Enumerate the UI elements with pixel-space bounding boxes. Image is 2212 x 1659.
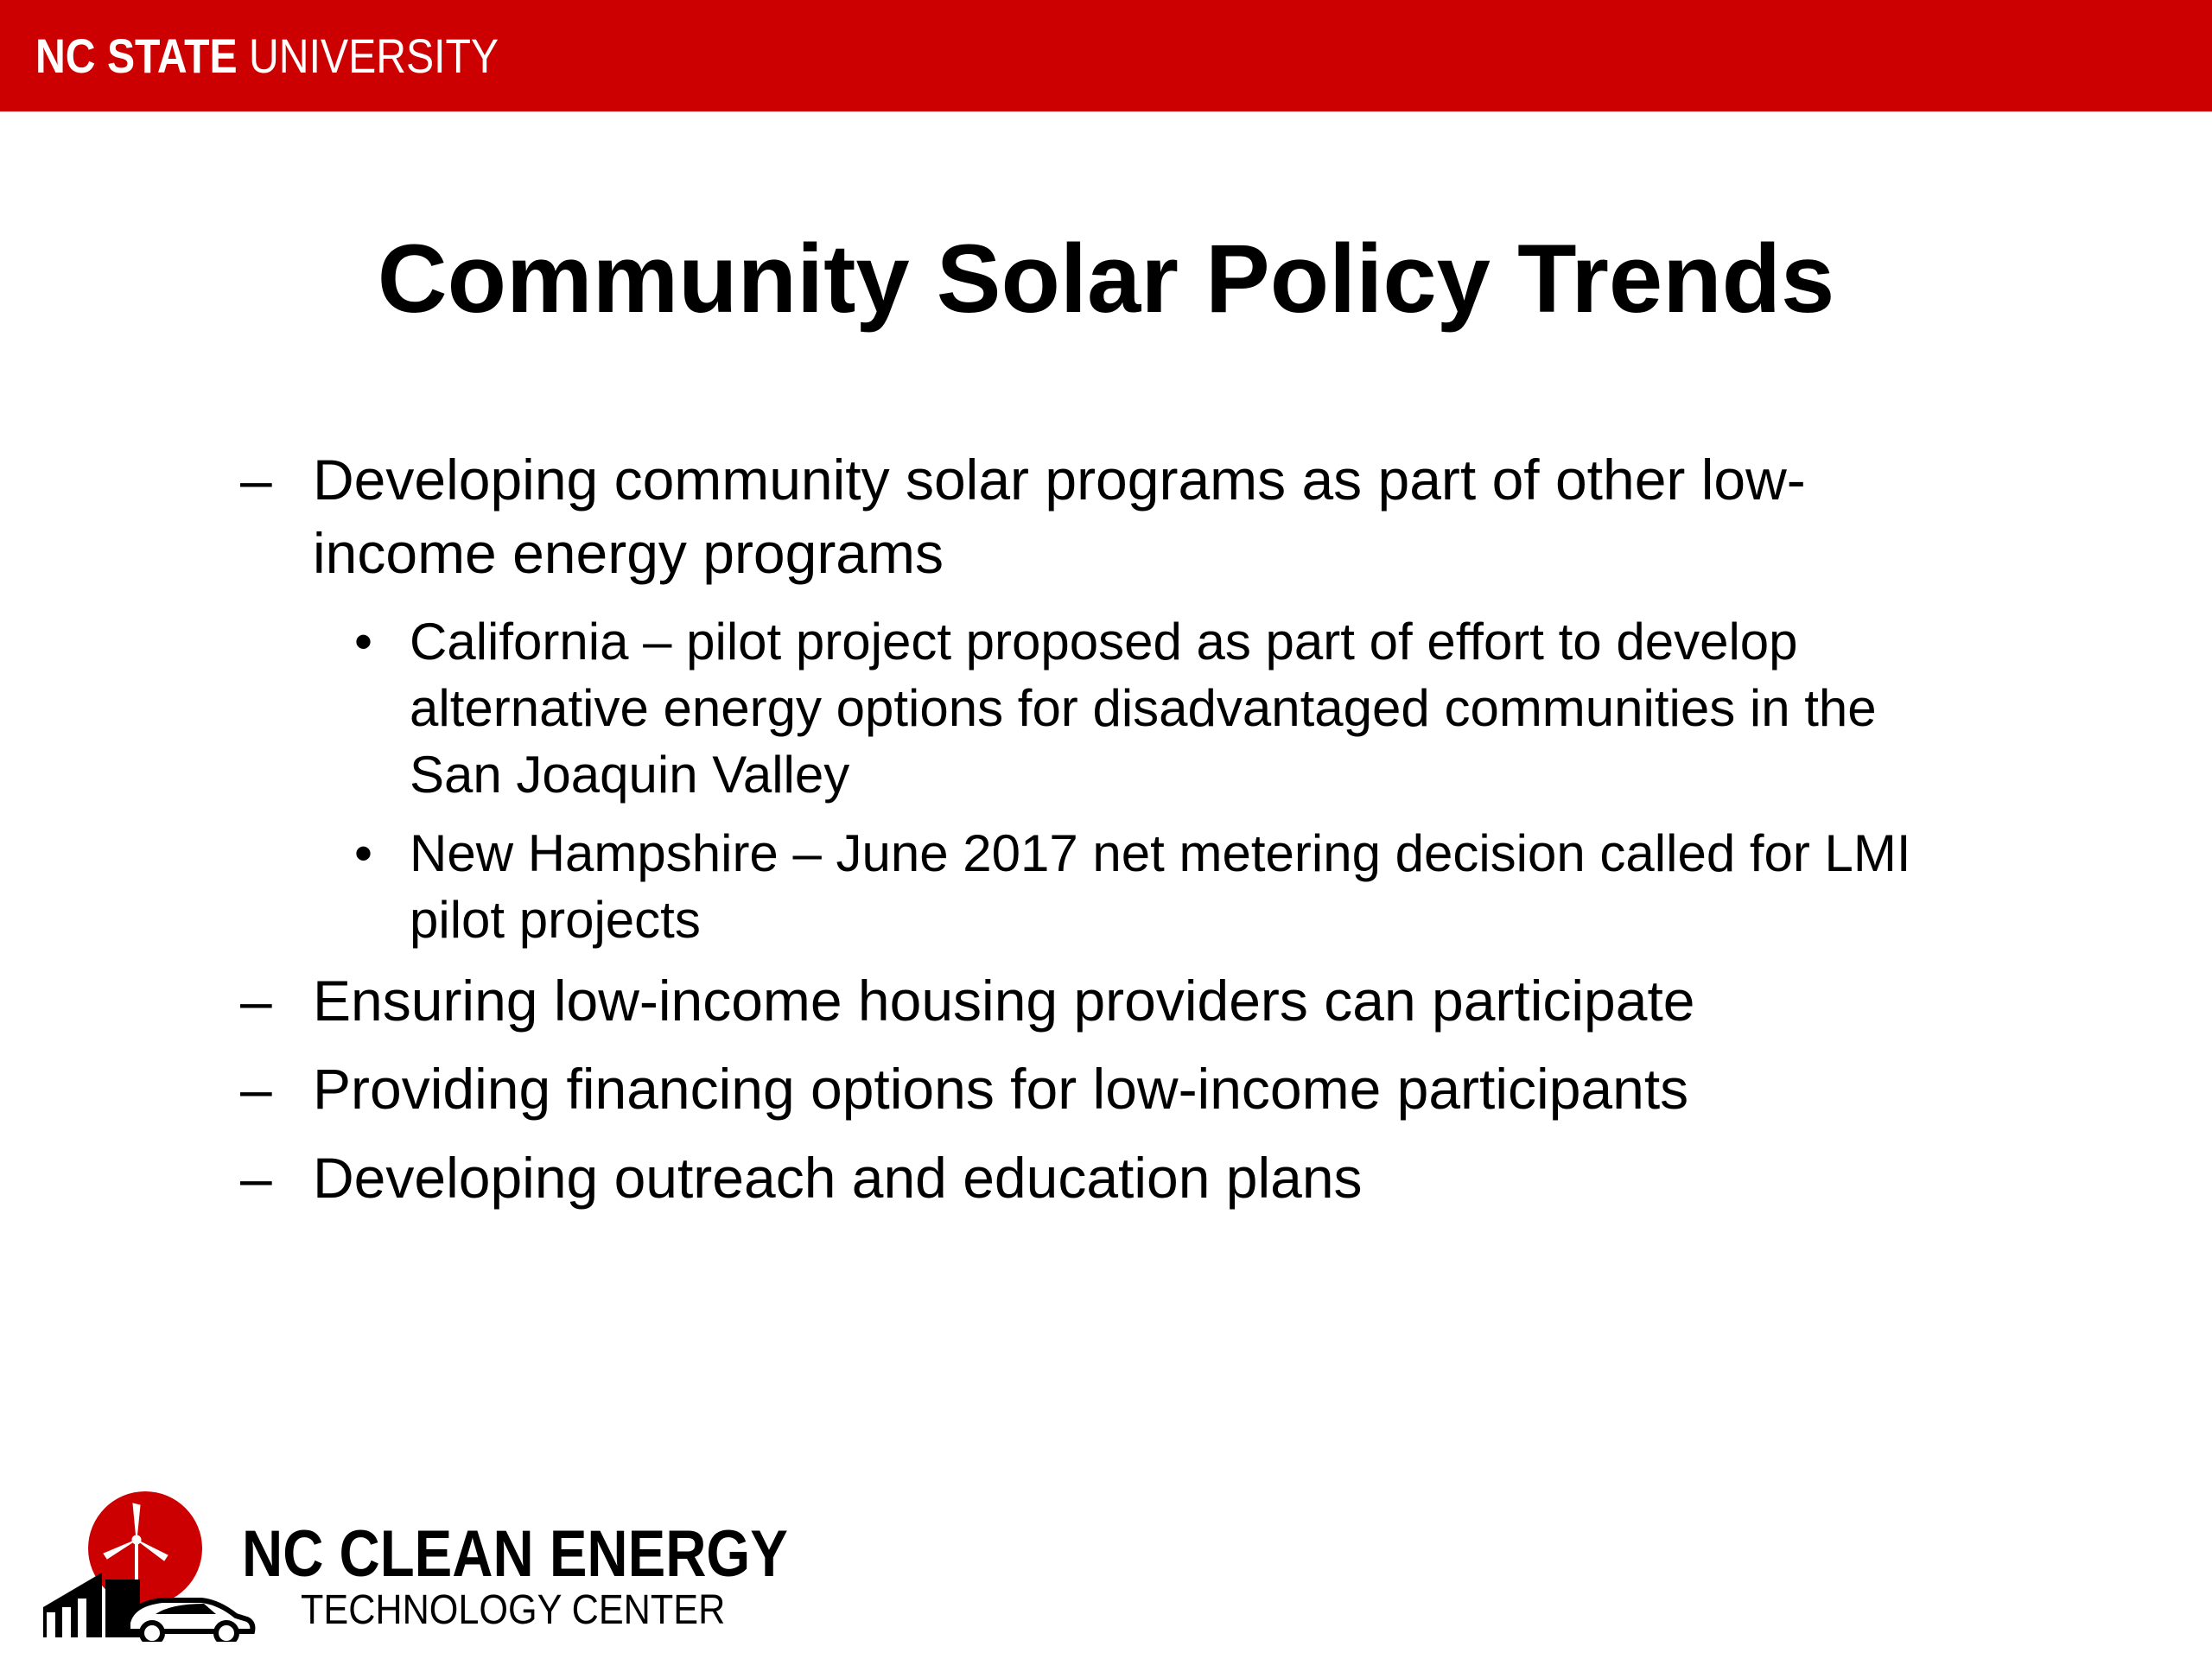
bullet-item: Ensuring low-income housing providers ca…: [313, 969, 1695, 1033]
bullet-marker: –: [240, 1146, 272, 1210]
sub-bullet-item: California – pilot project proposed as p…: [410, 608, 2043, 808]
sub-bullet-marker: •: [354, 613, 373, 671]
bullet-marker: –: [240, 448, 272, 512]
sub-bullet-text-line: California – pilot project proposed as p…: [410, 613, 1798, 671]
sub-bullet-marker: •: [354, 824, 373, 882]
logo-mark: [43, 1491, 256, 1642]
car-icon: [125, 1598, 256, 1642]
sub-bullet-text-line: alternative energy options for disadvant…: [410, 679, 1877, 737]
logo-title: NC CLEAN ENERGY: [242, 1517, 788, 1591]
sub-bullet-item: New Hampshire – June 2017 net metering d…: [410, 820, 2043, 953]
bullet-marker: –: [240, 969, 272, 1033]
bullet-text-line: income energy programs: [313, 521, 944, 585]
bullet-item: Developing community solar programs as p…: [313, 443, 2006, 590]
header-bar: NC STATE UNIVERSITY: [0, 0, 2212, 111]
logo-subtitle: TECHNOLOGY CENTER: [301, 1587, 726, 1633]
sub-bullet-text-line: New Hampshire – June 2017 net metering d…: [410, 824, 1911, 882]
bullet-item: Developing outreach and education plans: [313, 1146, 1363, 1210]
slide-title: Community Solar Policy Trends: [377, 225, 1835, 333]
university-name-bold: NC STATE: [35, 29, 238, 83]
university-name-regular: UNIVERSITY: [237, 29, 499, 83]
nc-clean-energy-logo: NC CLEAN ENERGY TECHNOLOGY CENTER: [41, 1486, 788, 1642]
bullet-marker: –: [240, 1057, 272, 1121]
sub-bullet-text-line: San Joaquin Valley: [410, 746, 850, 804]
university-wordmark: NC STATE UNIVERSITY: [35, 29, 499, 83]
bullet-text-line: Developing community solar programs as p…: [313, 448, 1806, 512]
bullet-item: Providing financing options for low-inco…: [313, 1057, 1689, 1121]
sub-bullet-text-line: pilot projects: [410, 891, 701, 949]
sun-icon: [88, 1491, 202, 1605]
